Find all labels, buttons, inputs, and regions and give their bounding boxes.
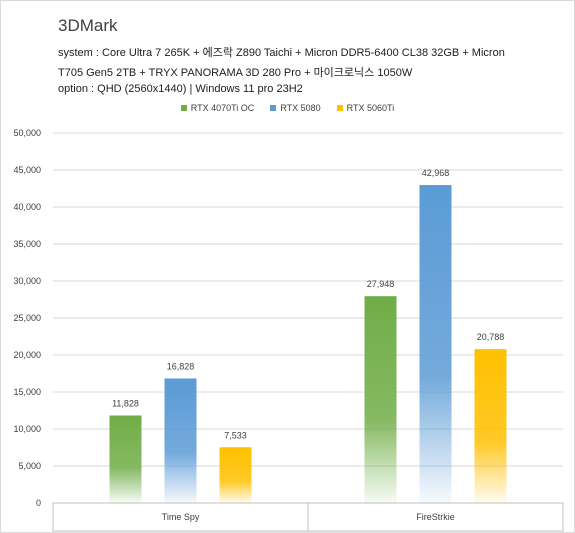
y-tick-label-50000: 50,000 [13, 128, 41, 138]
y-tick-label-10000: 10,000 [13, 424, 41, 434]
legend-label-rtx-5060ti: RTX 5060Ti [346, 103, 395, 113]
y-tick-label-40000: 40,000 [13, 202, 41, 212]
data-label-firestrkie-rtx-5080: 42,968 [422, 168, 450, 178]
bar-firestrkie-rtx-5060ti [474, 349, 507, 503]
x-tick-label-time-spy: Time Spy [162, 512, 200, 522]
subtitle-system: system : Core Ultra 7 265K + 에즈락 Z890 Ta… [58, 47, 505, 59]
data-label-firestrkie-rtx-5060ti: 20,788 [477, 332, 505, 342]
bar-time-spy-rtx-5060ti [219, 447, 252, 503]
bar-firestrkie-rtx-5080 [419, 185, 452, 503]
data-label-time-spy-rtx-4070ti-oc: 11,828 [112, 398, 139, 408]
legend-label-rtx-5080: RTX 5080 [280, 103, 321, 113]
y-tick-label-0: 0 [36, 498, 41, 508]
y-tick-label-35000: 35,000 [13, 239, 41, 249]
y-tick-label-15000: 15,000 [13, 387, 41, 397]
data-label-time-spy-rtx-5060ti: 7,533 [224, 430, 247, 440]
x-tick-label-firestrkie: FireStrkie [416, 512, 455, 522]
legend: RTX 4070Ti OC RTX 5080 RTX 5060Ti [0, 103, 575, 113]
data-label-firestrkie-rtx-4070ti-oc: 27,948 [367, 279, 395, 289]
chart-title: 3DMark [58, 16, 118, 35]
subtitle-system-cont: T705 Gen5 2TB + TRYX PANORAMA 3D 280 Pro… [58, 67, 413, 79]
legend-swatch-rtx-4070ti-oc [180, 105, 187, 111]
y-tick-label-20000: 20,000 [13, 350, 41, 360]
legend-label-rtx-4070ti-oc: RTX 4070Ti OC [190, 103, 255, 113]
legend-item-rtx-5080: RTX 5080 [270, 103, 321, 113]
legend-swatch-rtx-5080 [270, 105, 277, 111]
bar-time-spy-rtx-4070ti-oc [109, 415, 142, 503]
legend-swatch-rtx-5060ti [336, 105, 343, 111]
data-label-time-spy-rtx-5080: 16,828 [167, 361, 195, 371]
bar-time-spy-rtx-5080 [164, 378, 197, 503]
bar-firestrkie-rtx-4070ti-oc [364, 296, 397, 503]
y-tick-label-45000: 45,000 [13, 165, 41, 175]
legend-item-rtx-5060ti: RTX 5060Ti [336, 103, 395, 113]
legend-item-rtx-4070ti-oc: RTX 4070Ti OC [180, 103, 255, 113]
y-tick-label-25000: 25,000 [13, 313, 41, 323]
subtitle-option: option : QHD (2560x1440) | Windows 11 pr… [58, 83, 303, 95]
y-tick-label-5000: 5,000 [18, 461, 41, 471]
y-tick-label-30000: 30,000 [13, 276, 41, 286]
